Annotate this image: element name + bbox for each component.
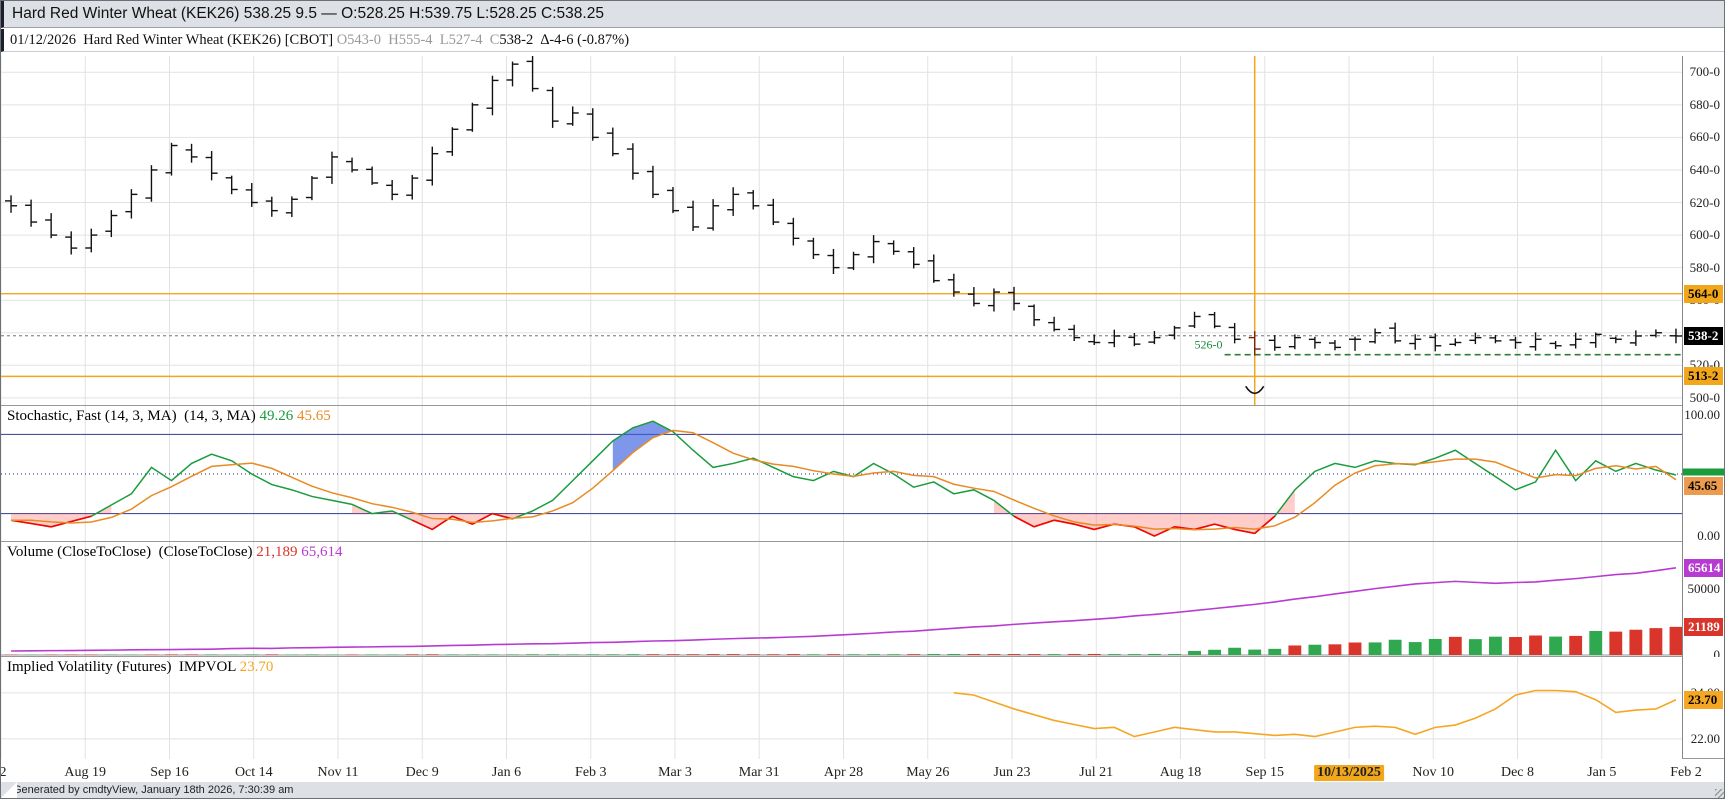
svg-text:526-0: 526-0 (1195, 337, 1223, 351)
